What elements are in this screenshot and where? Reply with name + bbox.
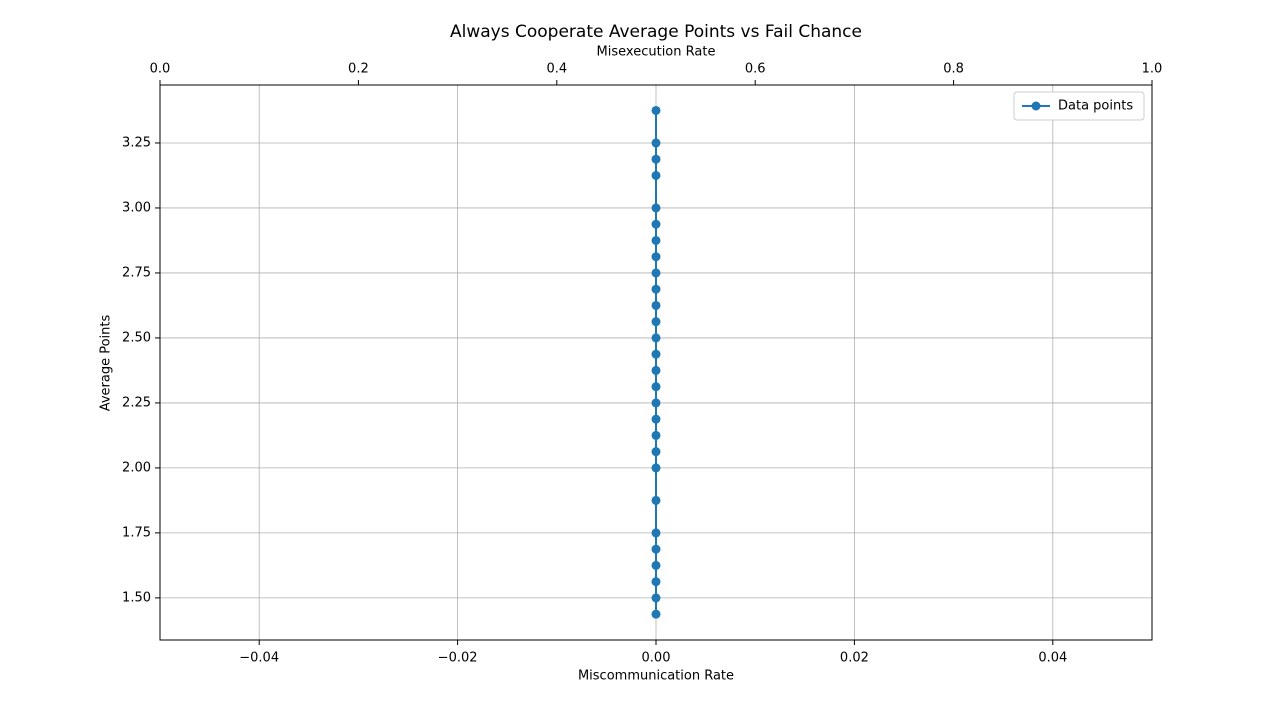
- data-point: [651, 284, 661, 294]
- data-point: [651, 398, 661, 408]
- y-tick-label: 3.00: [122, 200, 151, 215]
- data-point: [651, 528, 661, 538]
- data-point: [651, 333, 661, 343]
- data-point: [651, 609, 661, 619]
- data-point: [651, 365, 661, 375]
- data-point: [651, 447, 661, 457]
- x2-tick-label: 0.4: [546, 62, 567, 77]
- plot-frame: [159, 84, 1153, 641]
- data-point: [651, 430, 661, 440]
- data-point: [651, 105, 661, 115]
- legend-box: [1013, 91, 1145, 121]
- data-point: [651, 560, 661, 570]
- chart-title: Always Cooperate Average Points vs Fail …: [450, 22, 862, 42]
- y-axis-label: Average Points: [99, 314, 114, 411]
- data-point: [651, 138, 661, 148]
- data-point: [651, 268, 661, 278]
- data-point: [651, 219, 661, 229]
- x2-tick-label: 0.8: [943, 62, 964, 77]
- data-point: [651, 203, 661, 213]
- data-point: [651, 544, 661, 554]
- legend-label: Data points: [1058, 99, 1133, 114]
- data-point: [651, 382, 661, 392]
- x2-axis-label: Misexecution Rate: [597, 45, 716, 60]
- x-tick-label: 0.02: [840, 651, 869, 666]
- y-tick-label: 2.00: [122, 460, 151, 475]
- y-tick-label: 3.25: [122, 135, 151, 150]
- x2-tick-label: 1.0: [1142, 62, 1163, 77]
- y-tick-label: 1.50: [122, 590, 151, 605]
- x-tick-label: 0.04: [1038, 651, 1067, 666]
- data-point: [651, 593, 661, 603]
- x2-tick-label: 0.2: [348, 62, 369, 77]
- x-tick-label: −0.02: [438, 651, 478, 666]
- data-point: [651, 300, 661, 310]
- data-point: [651, 317, 661, 327]
- data-point: [651, 170, 661, 180]
- x2-tick-label: 0.6: [745, 62, 766, 77]
- data-point: [651, 495, 661, 505]
- y-tick-label: 2.50: [122, 330, 151, 345]
- data-point: [651, 252, 661, 262]
- data-point: [651, 463, 661, 473]
- y-tick-label: 2.75: [122, 265, 151, 280]
- x2-tick-label: 0.0: [150, 62, 171, 77]
- y-tick-label: 1.75: [122, 525, 151, 540]
- legend-marker: [1031, 101, 1041, 111]
- data-point: [651, 349, 661, 359]
- data-point: [651, 414, 661, 424]
- data-point: [651, 235, 661, 245]
- x-tick-label: 0.00: [642, 651, 671, 666]
- y-tick-label: 2.25: [122, 395, 151, 410]
- data-point: [651, 154, 661, 164]
- x-axis-label: Miscommunication Rate: [578, 669, 734, 684]
- x-tick-label: −0.04: [239, 651, 279, 666]
- data-point: [651, 577, 661, 587]
